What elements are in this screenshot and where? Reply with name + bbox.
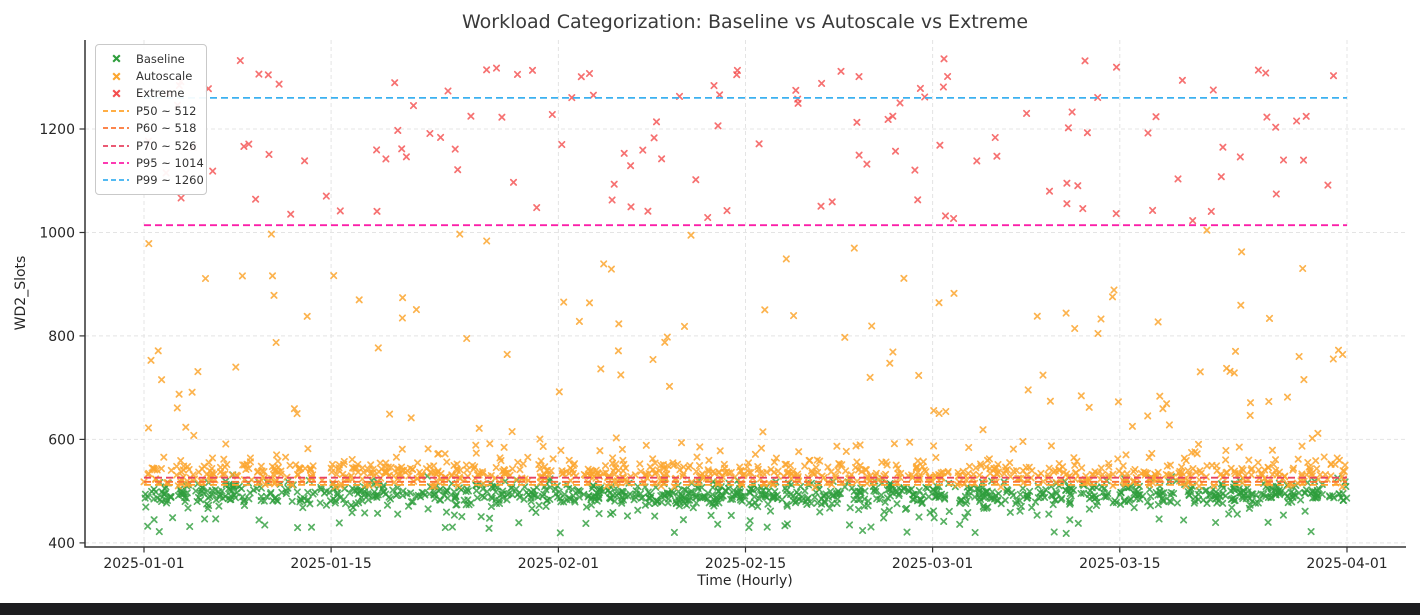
series-autoscale-band-top xyxy=(220,437,1341,465)
bottom-bar xyxy=(0,603,1420,615)
legend: Baseline Autoscale Extreme P50 ~ 512 P60… xyxy=(95,44,207,196)
y-tick-label: 800 xyxy=(48,329,75,345)
legend-item: Extreme xyxy=(103,85,198,102)
legend-dash-line-icon xyxy=(103,178,129,182)
y-tick-label: 1200 xyxy=(39,122,75,138)
x-tick-label: 2025-01-15 xyxy=(290,556,371,572)
x-axis-label: Time (Hourly) xyxy=(697,573,793,589)
legend-x-marker-icon xyxy=(103,88,129,99)
series-baseline-low-tail xyxy=(144,504,1315,537)
legend-item-label: Baseline xyxy=(136,51,185,66)
legend-item-label: Extreme xyxy=(136,86,185,101)
legend-x-marker-icon xyxy=(103,53,129,64)
legend-item-label: P95 ~ 1014 xyxy=(136,156,204,171)
legend-item-label: P50 ~ 512 xyxy=(136,103,197,118)
legend-dash-line-icon xyxy=(103,144,129,148)
legend-item: Autoscale xyxy=(103,67,198,84)
series-baseline-core xyxy=(141,471,1351,518)
x-tick-label: 2025-03-15 xyxy=(1079,556,1160,572)
legend-item: P50 ~ 512 xyxy=(103,102,198,119)
y-tick-label: 600 xyxy=(48,432,75,448)
legend-dash-line-icon xyxy=(103,109,129,113)
axes-spines: 2025-01-01 2025-01-15 2025-02-01 2025-02-15… xyxy=(39,40,1406,572)
series-extreme-core xyxy=(144,55,1338,225)
legend-item: P70 ~ 526 xyxy=(103,137,198,154)
chart-title: Workload Categorization: Baseline vs Aut… xyxy=(461,11,1029,33)
legend-item-label: P99 ~ 1260 xyxy=(136,173,204,188)
x-tick-label: 2025-01-01 xyxy=(103,556,184,572)
x-tick-label: 2025-02-01 xyxy=(518,556,599,572)
series-autoscale-bursts xyxy=(144,226,1347,443)
ref-lines xyxy=(144,97,1347,486)
x-tick-label: 2025-03-01 xyxy=(892,556,973,572)
legend-item: P60 ~ 518 xyxy=(103,120,198,137)
legend-item: P99 ~ 1260 xyxy=(103,172,204,189)
x-tick-label: 2025-04-01 xyxy=(1306,556,1387,572)
legend-item-label: P70 ~ 526 xyxy=(136,138,197,153)
legend-item-label: P60 ~ 518 xyxy=(136,121,197,136)
legend-item: P95 ~ 1014 xyxy=(103,154,204,171)
legend-item: Baseline xyxy=(103,50,198,67)
y-tick-label: 1000 xyxy=(39,226,75,242)
legend-item-label: Autoscale xyxy=(136,69,193,84)
y-tick-label: 400 xyxy=(48,536,75,552)
legend-dash-line-icon xyxy=(103,126,129,130)
legend-x-marker-icon xyxy=(103,71,129,82)
x-tick-label: 2025-02-15 xyxy=(705,556,786,572)
legend-dash-line-icon xyxy=(103,161,129,165)
